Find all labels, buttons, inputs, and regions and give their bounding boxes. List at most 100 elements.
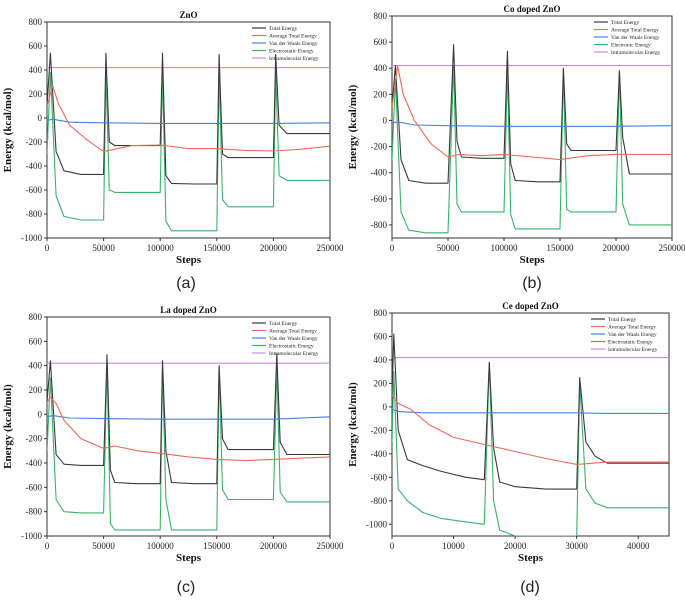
chart-panel-2: Co doped ZnO -800 -600 -400 -200 0 200 400 600 80… xyxy=(347,4,685,292)
panel-label: (d) xyxy=(520,579,540,596)
x-tick-label: 0 xyxy=(390,243,395,253)
y-tick-label: 0 xyxy=(38,409,43,419)
y-tick-label: 0 xyxy=(38,113,43,123)
x-tick-label: 200000 xyxy=(260,541,288,551)
y-tick-label: -800 xyxy=(371,220,388,230)
y-tick-label: -800 xyxy=(26,507,43,517)
x-tick-label: 200000 xyxy=(260,243,288,253)
x-tick-label: 50000 xyxy=(437,243,460,253)
legend-entry: Total Energy xyxy=(611,20,640,26)
legend-entry: Intramolecular Energy xyxy=(269,56,319,62)
y-tick-label: 600 xyxy=(374,331,388,341)
y-tick-label: 200 xyxy=(29,89,43,99)
y-tick-label: -1000 xyxy=(21,233,42,243)
y-tick-label: 200 xyxy=(374,89,388,99)
y-tick-label: -600 xyxy=(26,185,43,195)
y-axis-label: Energy (kcal/mol) xyxy=(2,384,14,469)
x-tick-label: 200000 xyxy=(603,243,631,253)
y-tick-label: 200 xyxy=(29,385,43,395)
x-tick-label: 10000 xyxy=(442,541,465,551)
legend-entry: Total Energy xyxy=(269,26,298,32)
y-tick-label: -400 xyxy=(371,168,388,178)
y-axis-label: Energy (kcal/mol) xyxy=(2,87,14,172)
y-axis-label: Energy (kcal/mol) xyxy=(347,382,359,467)
legend-entry: Van der Waals Energy xyxy=(269,41,318,47)
y-tick-label: -400 xyxy=(26,161,43,171)
y-tick-label: -400 xyxy=(371,449,388,459)
x-tick-label: 0 xyxy=(45,243,50,253)
x-tick-label: 100000 xyxy=(147,541,175,551)
x-tick-label: 40000 xyxy=(627,541,650,551)
panel-label: (a) xyxy=(176,275,196,292)
y-tick-label: -600 xyxy=(371,472,388,482)
y-tick-label: -200 xyxy=(371,142,388,152)
legend-entry: Electrostatic Energy xyxy=(269,49,314,55)
y-axis-label: Energy (kcal/mol) xyxy=(347,84,359,169)
x-tick-label: 250000 xyxy=(317,243,345,253)
chart-title: Ce doped ZnO xyxy=(502,301,559,311)
legend-entry: Van der Waals Energy xyxy=(608,332,657,338)
legend-entry: Total Energy xyxy=(269,321,298,327)
legend-entry: Electronic Energy xyxy=(611,43,651,49)
chart-title: ZnO xyxy=(179,10,197,20)
y-tick-label: -200 xyxy=(26,137,43,147)
y-tick-label: -600 xyxy=(26,482,43,492)
y-tick-label: -1000 xyxy=(366,519,387,529)
y-tick-label: -800 xyxy=(371,496,388,506)
y-tick-label: 600 xyxy=(29,41,43,51)
y-tick-label: 800 xyxy=(29,17,43,27)
x-tick-label: 150000 xyxy=(203,541,231,551)
panel-label: (c) xyxy=(177,579,196,596)
x-tick-label: 250000 xyxy=(317,541,345,551)
x-tick-label: 100000 xyxy=(491,243,519,253)
y-tick-label: -400 xyxy=(26,458,43,468)
legend-entry: Intramolecular Energy xyxy=(269,351,319,357)
legend-entry: Van der Waals Energy xyxy=(269,336,318,342)
x-tick-label: 0 xyxy=(390,541,395,551)
y-tick-label: 600 xyxy=(29,336,43,346)
legend-entry: Average Total Energy xyxy=(611,28,659,34)
chart-panel-4: Ce doped ZnO-1000-800-600-400-2000200400… xyxy=(347,301,669,596)
y-tick-label: 800 xyxy=(374,11,388,21)
y-tick-label: -600 xyxy=(371,194,388,204)
chart-panel-1: ZnO -1000 -800 -600 -400 -200 0 200 400 600 800 0 50… xyxy=(2,10,344,292)
legend-entry: Intramolecular Energy xyxy=(608,347,658,353)
y-tick-label: 800 xyxy=(29,312,43,322)
chart-title: Co doped ZnO xyxy=(503,4,560,14)
x-tick-label: 50000 xyxy=(92,541,115,551)
x-tick-label: 100000 xyxy=(147,243,175,253)
y-tick-label: -1000 xyxy=(21,531,42,541)
y-tick-label: 0 xyxy=(383,115,388,125)
y-tick-label: 0 xyxy=(383,402,388,412)
y-tick-label: 400 xyxy=(374,355,388,365)
x-axis-label: Steps xyxy=(176,254,202,266)
x-axis-label: Steps xyxy=(519,254,545,266)
legend-entry: Electrostatic Energy xyxy=(269,344,314,350)
y-tick-label: 400 xyxy=(29,361,43,371)
panel-label: (b) xyxy=(522,275,542,292)
x-tick-label: 20000 xyxy=(504,541,527,551)
x-tick-label: 150000 xyxy=(203,243,231,253)
x-tick-label: 0 xyxy=(45,541,50,551)
y-tick-label: -800 xyxy=(26,209,43,219)
legend-entry: Total Energy xyxy=(608,317,637,323)
chart-panel-3: La doped ZnO -1000 -800 -600 -400 -200 0 200 400… xyxy=(2,305,344,596)
x-axis-label: Steps xyxy=(518,552,544,564)
legend-entry: Intramolecular Energy xyxy=(611,50,661,56)
legend-entry: Average Total Energy xyxy=(269,34,317,40)
y-tick-label: 600 xyxy=(374,37,388,47)
x-tick-label: 50000 xyxy=(92,243,115,253)
chart-title: La doped ZnO xyxy=(160,305,217,315)
y-tick-label: 400 xyxy=(374,63,388,73)
legend-entry: Electrostatic Energy xyxy=(608,340,653,346)
x-tick-label: 150000 xyxy=(547,243,575,253)
y-tick-label: -200 xyxy=(26,434,43,444)
x-axis-label: Steps xyxy=(176,552,202,564)
x-tick-label: 30000 xyxy=(565,541,588,551)
legend-entry: Average Total Energy xyxy=(608,325,656,331)
y-tick-label: 400 xyxy=(29,65,43,75)
legend-entry: Average Total Energy xyxy=(269,329,317,335)
plot-area xyxy=(47,317,330,536)
